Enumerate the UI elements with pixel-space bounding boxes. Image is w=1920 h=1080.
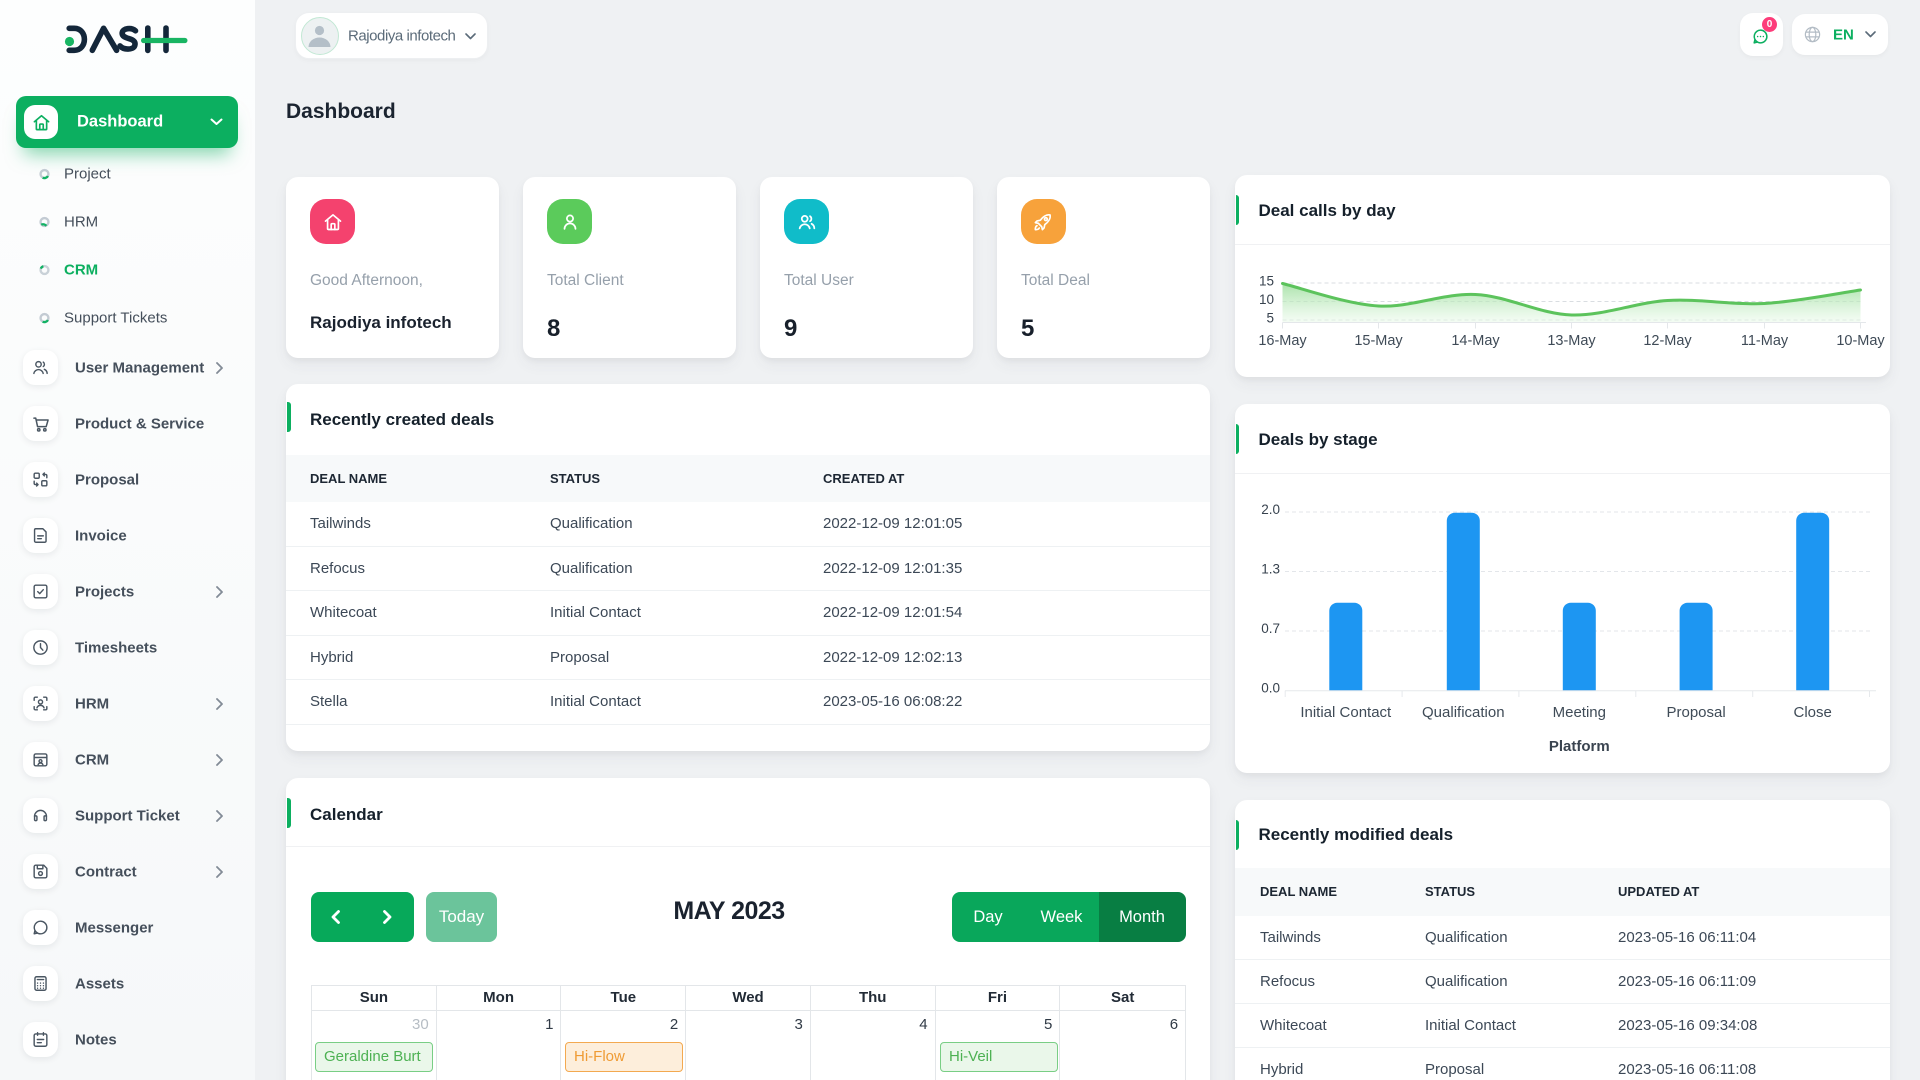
svg-text:Platform: Platform	[1548, 738, 1609, 755]
svg-text:Proposal: Proposal	[1666, 704, 1725, 721]
svg-text:12-May: 12-May	[1643, 333, 1692, 349]
svg-text:11-May: 11-May	[1740, 333, 1788, 349]
svg-text:5: 5	[1266, 311, 1274, 326]
svg-text:2.0: 2.0	[1261, 502, 1280, 517]
svg-text:15: 15	[1258, 274, 1273, 289]
svg-text:Initial Contact: Initial Contact	[1300, 704, 1392, 721]
svg-text:Close: Close	[1793, 704, 1831, 721]
svg-text:0.7: 0.7	[1261, 621, 1280, 636]
svg-text:1.3: 1.3	[1261, 562, 1280, 577]
svg-text:10-May: 10-May	[1836, 333, 1885, 349]
svg-text:0.0: 0.0	[1261, 681, 1280, 696]
svg-text:14-May: 14-May	[1451, 333, 1500, 349]
svg-text:Meeting: Meeting	[1552, 704, 1605, 721]
svg-text:16-May: 16-May	[1258, 333, 1307, 349]
svg-text:Qualification: Qualification	[1422, 704, 1505, 721]
svg-text:10: 10	[1258, 292, 1273, 307]
svg-text:13-May: 13-May	[1547, 333, 1596, 349]
svg-text:15-May: 15-May	[1354, 333, 1403, 349]
